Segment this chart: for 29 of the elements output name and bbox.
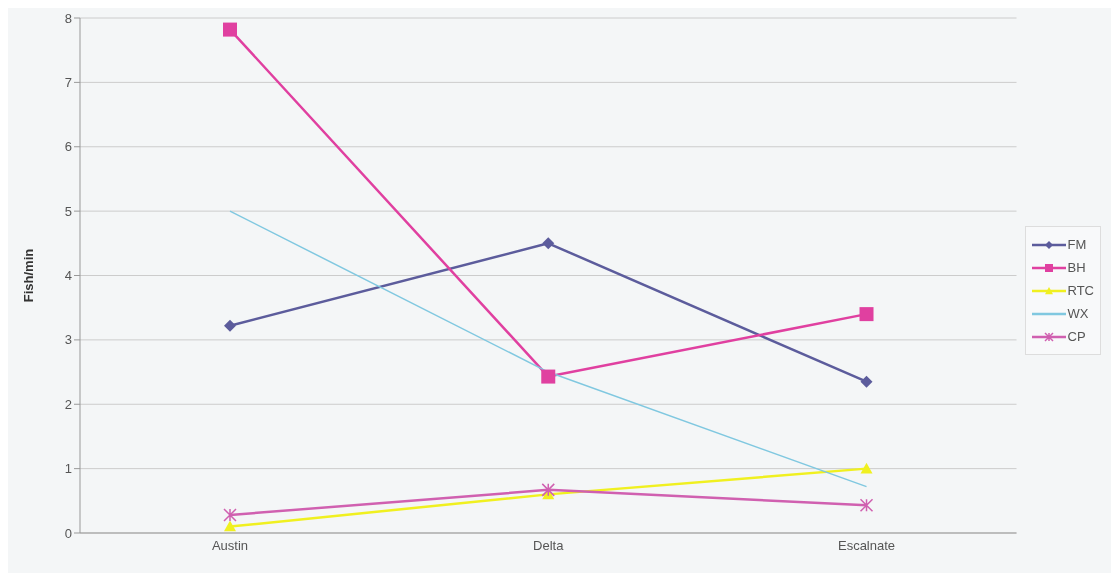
point [859,307,874,322]
point [224,319,236,332]
point [541,483,556,497]
y-tick-label: 7 [64,74,72,90]
point [860,462,873,474]
x-tick-label: Austin [211,538,249,554]
y-tick-label: 0 [64,525,72,541]
point [541,369,556,384]
legend-label: CP [1067,329,1086,344]
legend-label: WX [1067,306,1089,321]
point [860,375,873,388]
y-tick-label: 4 [64,268,72,284]
y-axis-title: Fish/min [20,248,36,303]
y-tick-label: 3 [64,332,72,348]
legend-label: BH [1067,260,1086,275]
y-tick-label: 1 [64,461,72,477]
point [224,520,236,532]
y-tick-label: 6 [64,139,72,155]
y-tick-label: 2 [64,396,72,412]
x-tick-label: Escalnate [837,538,896,554]
x-tick-label: Delta [533,538,565,554]
legend-label: FM [1067,237,1087,252]
point [223,508,237,522]
point [542,237,555,250]
y-tick-label: 8 [64,10,72,26]
point [223,22,237,37]
point [859,498,874,513]
legend-label: RTC [1067,283,1094,298]
y-tick-label: 5 [64,203,72,219]
